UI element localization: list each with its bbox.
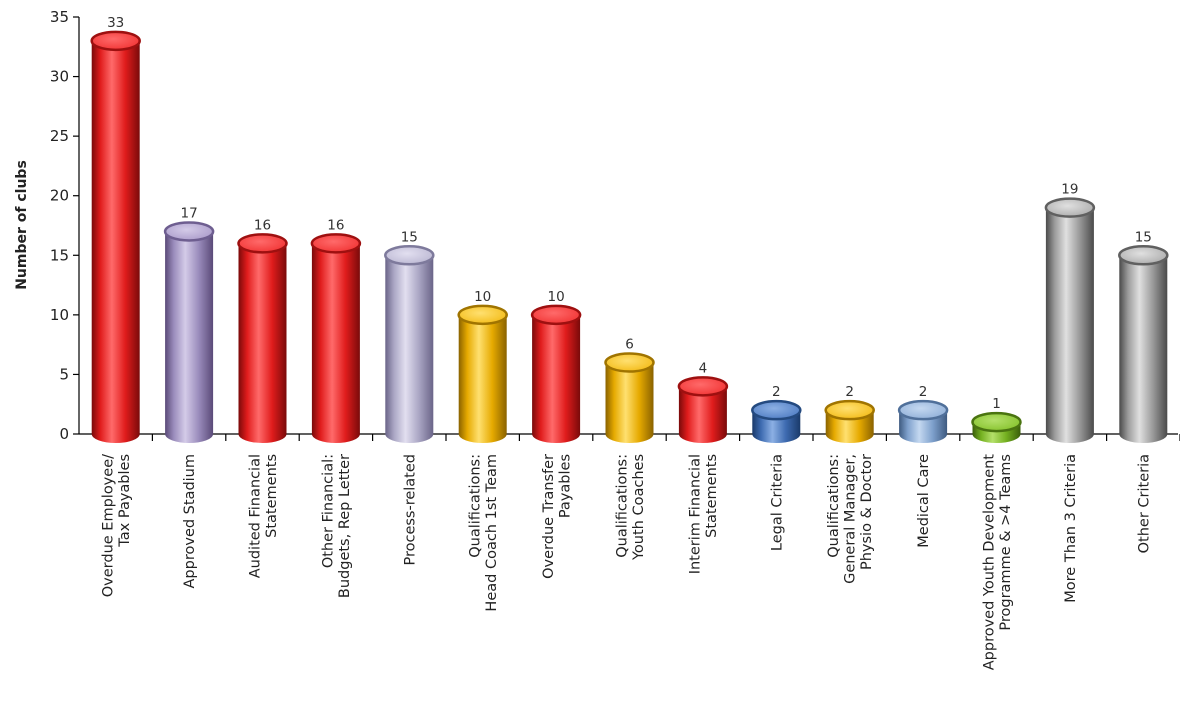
bar — [971, 411, 1022, 443]
x-tick-label: Other Financial:Budgets, Rep Letter — [321, 454, 354, 598]
value-label: 2 — [919, 384, 928, 400]
bar-top — [897, 399, 949, 421]
bar — [897, 399, 949, 443]
x-tick-label: Interim FinancialStatements — [688, 454, 721, 574]
bar — [604, 352, 655, 443]
value-label: 10 — [548, 289, 565, 305]
y-tick-label: 30 — [50, 68, 69, 86]
bar-top — [751, 399, 802, 421]
bar-body — [532, 314, 581, 443]
x-tick-label: Approved Youth DevelopmentProgramme & >4… — [981, 454, 1014, 671]
x-tick-label: More Than 3 Criteria — [1063, 454, 1079, 603]
bar — [90, 30, 141, 443]
x-tick-label: Process-related — [402, 454, 418, 566]
value-label: 2 — [845, 384, 854, 400]
bar-top — [1118, 245, 1169, 266]
value-label: 15 — [1135, 229, 1152, 245]
bar-body — [458, 314, 507, 443]
x-tick-label: Legal Criteria — [769, 454, 785, 551]
x-tick-label: Audited FinancialStatements — [247, 454, 280, 578]
bar-body — [1119, 255, 1168, 443]
value-label: 33 — [107, 15, 124, 31]
value-label: 1 — [992, 396, 1001, 412]
bar — [677, 376, 729, 443]
value-label: 4 — [699, 360, 708, 376]
bar-top — [163, 221, 215, 242]
x-tick-label: Qualifications:Head Coach 1st Team — [467, 454, 500, 612]
bar-top — [824, 399, 875, 421]
x-tick-label: Approved Stadium — [182, 454, 198, 588]
bar-top — [237, 233, 288, 254]
y-tick-label: 25 — [50, 127, 69, 145]
bar — [310, 233, 362, 443]
x-tick-label: Qualifications:Youth Coaches — [614, 454, 647, 561]
y-tick-label: 0 — [59, 425, 69, 443]
bar-top — [971, 411, 1022, 433]
bar-top — [90, 30, 141, 52]
x-tick-label: Qualifications:General Manager,Physio & … — [826, 454, 875, 584]
bar — [1118, 245, 1169, 443]
bar-body — [605, 362, 654, 443]
value-label: 15 — [401, 229, 418, 245]
value-label: 16 — [254, 217, 271, 233]
value-label: 10 — [474, 289, 491, 305]
bar — [824, 399, 875, 443]
y-tick-label: 20 — [50, 187, 69, 205]
y-tick-label: 35 — [50, 8, 69, 26]
value-label: 17 — [181, 205, 198, 221]
y-axis-title: Number of clubs — [14, 160, 30, 290]
bar — [237, 233, 288, 443]
bar-top — [1044, 197, 1096, 218]
bar-body — [238, 243, 287, 443]
bar-body — [165, 231, 214, 443]
bar — [384, 245, 435, 443]
bars — [90, 30, 1169, 443]
y-tick-label: 10 — [50, 306, 69, 324]
bar-top — [604, 352, 655, 373]
bar-top — [384, 245, 435, 266]
x-tick-label: Medical Care — [916, 454, 932, 548]
value-label: 2 — [772, 384, 781, 400]
bar-top — [677, 376, 729, 397]
bar-top — [310, 233, 362, 254]
value-label: 16 — [327, 217, 344, 233]
x-tick-label: Other Criteria — [1136, 454, 1152, 553]
bar — [751, 399, 802, 443]
x-tick-label: Overdue Employee/Tax Payables — [100, 454, 133, 597]
bar-body — [91, 40, 140, 443]
labels: 33 17 16 16 15 10 10 6 4 2 2 2 1 19 15 Overdue Employee… — [100, 15, 1152, 670]
bar-body — [678, 386, 727, 443]
bar — [163, 221, 215, 443]
bar-body — [385, 255, 434, 443]
bar — [457, 304, 508, 443]
y-tick-label: 5 — [59, 365, 69, 383]
x-tick-label: Overdue TransferPayables — [541, 454, 574, 579]
bar — [530, 304, 582, 443]
bar-body — [311, 243, 360, 443]
y-tick-label: 15 — [50, 246, 69, 264]
bar — [1044, 197, 1096, 443]
value-label: 6 — [625, 337, 634, 353]
bar-body — [1045, 207, 1094, 443]
bar-top — [457, 304, 508, 326]
bar-top — [530, 304, 582, 326]
value-label: 19 — [1061, 182, 1078, 198]
